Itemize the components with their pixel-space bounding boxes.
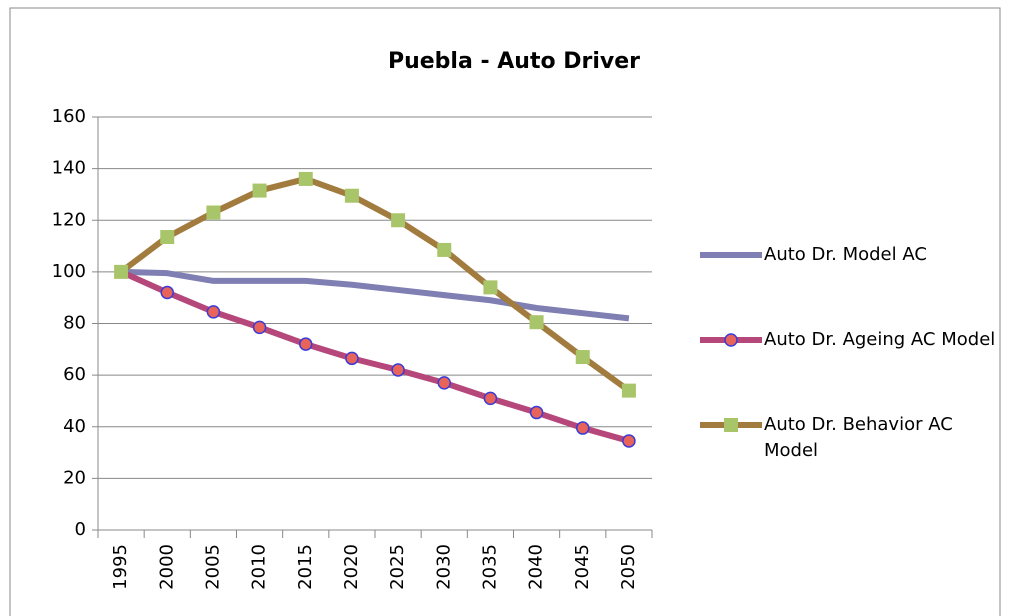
marker xyxy=(391,363,405,377)
legend-label: Auto Dr. Model AC xyxy=(764,244,927,265)
legend-swatch xyxy=(700,333,762,347)
marker xyxy=(206,205,221,220)
legend-swatch xyxy=(700,252,762,258)
legend-item: Auto Dr. Model AC xyxy=(700,242,1004,268)
legend-item: Auto Dr. Ageing AC Model xyxy=(700,327,1004,353)
x-tick-label: 2015 xyxy=(295,544,316,590)
y-tick-label: 0 xyxy=(75,519,86,540)
marker xyxy=(724,333,738,347)
x-tick-label: 2000 xyxy=(156,544,177,590)
legend-item: Auto Dr. Behavior AC Model xyxy=(700,412,1004,464)
x-tick-label: 2040 xyxy=(526,544,547,590)
y-tick-label: 60 xyxy=(63,364,86,385)
marker xyxy=(345,351,359,366)
marker xyxy=(298,171,313,186)
y-tick-label: 40 xyxy=(63,416,86,437)
marker xyxy=(621,383,636,398)
x-tick-label: 2005 xyxy=(202,544,223,590)
x-tick-label: 2025 xyxy=(387,544,408,590)
x-tick-label: 2020 xyxy=(341,544,362,590)
marker xyxy=(206,305,221,319)
x-tick-label: 2050 xyxy=(618,544,639,590)
series-line xyxy=(120,268,630,322)
legend-swatch xyxy=(700,418,762,432)
y-tick-label: 160 xyxy=(52,106,86,127)
marker xyxy=(252,320,267,335)
series-line xyxy=(119,175,631,394)
series-line xyxy=(119,269,630,444)
y-tick-label: 100 xyxy=(52,261,86,282)
marker xyxy=(344,188,359,203)
y-tick-label: 20 xyxy=(63,467,86,488)
marker xyxy=(437,376,451,390)
marker xyxy=(160,285,174,300)
marker xyxy=(529,405,544,420)
x-tick-label: 2030 xyxy=(433,544,454,590)
chart-title: Puebla - Auto Driver xyxy=(388,49,640,74)
x-tick-label: 1995 xyxy=(110,544,131,590)
marker xyxy=(437,242,452,257)
marker xyxy=(483,391,498,406)
marker xyxy=(622,434,636,448)
marker xyxy=(483,280,498,295)
marker xyxy=(576,421,590,435)
marker xyxy=(160,230,175,245)
x-tick-label: 2045 xyxy=(572,544,593,590)
y-tick-label: 140 xyxy=(52,158,86,179)
marker xyxy=(114,264,129,279)
x-tick-label: 2035 xyxy=(479,544,500,590)
chart-border xyxy=(9,7,1001,616)
marker xyxy=(252,183,267,198)
x-tick-label: 2010 xyxy=(249,544,270,590)
legend-label: Auto Dr. Behavior AC Model xyxy=(764,414,953,461)
y-tick-label: 80 xyxy=(63,313,86,334)
legend-label: Auto Dr. Ageing AC Model xyxy=(764,329,996,350)
y-tick-label: 120 xyxy=(52,209,86,230)
marker xyxy=(575,350,590,365)
marker xyxy=(391,213,406,228)
marker xyxy=(299,337,313,351)
marker xyxy=(724,418,738,432)
marker xyxy=(529,315,544,330)
